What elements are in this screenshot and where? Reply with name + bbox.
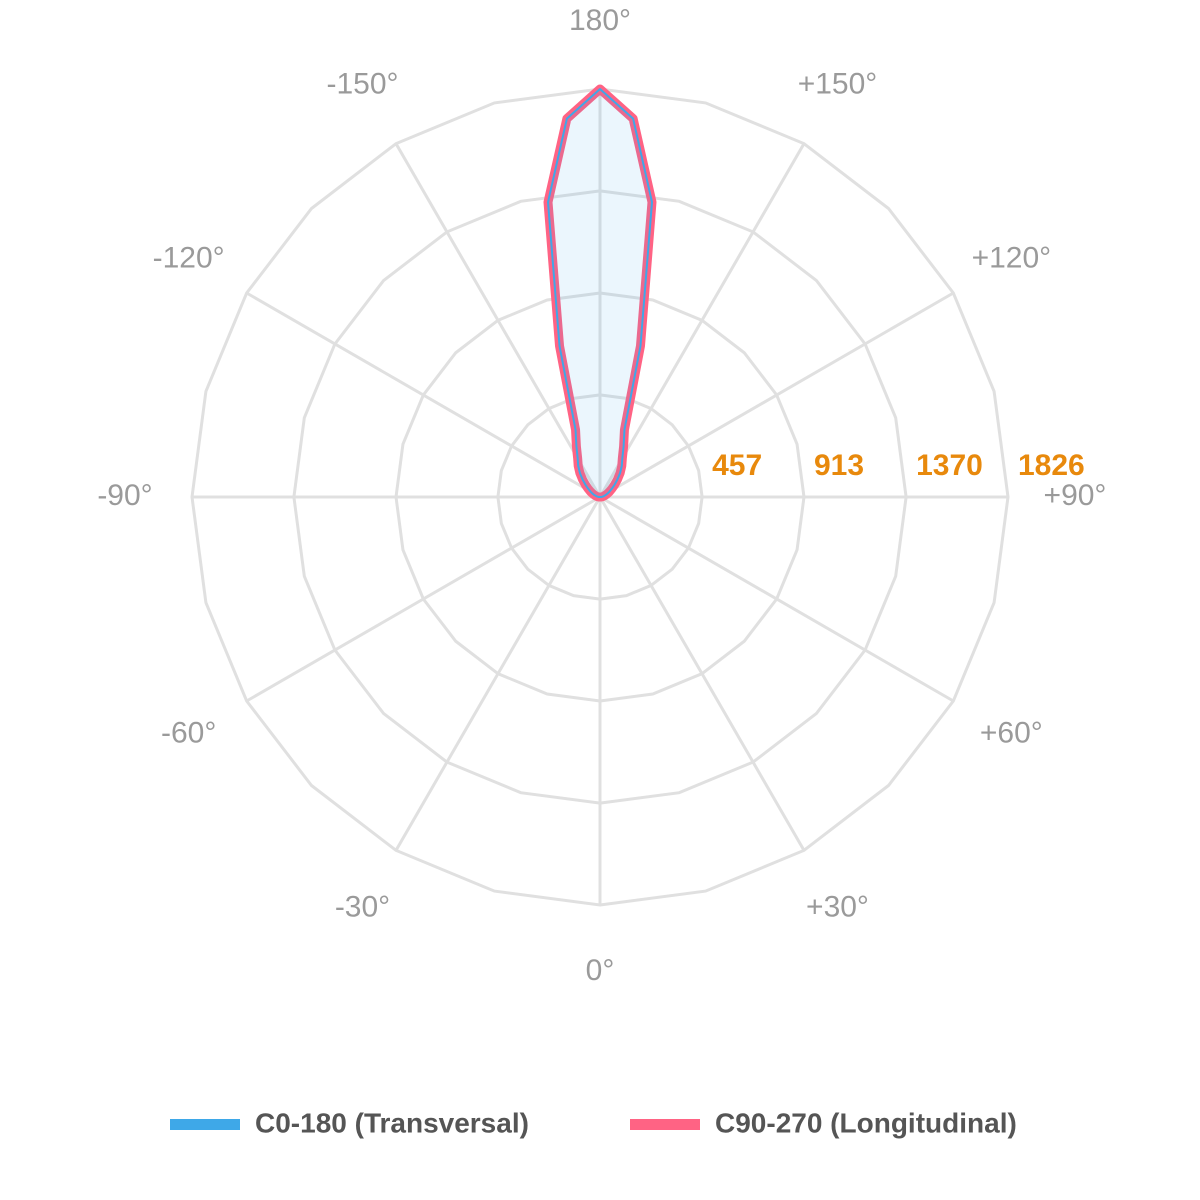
angle-tick-label: -60°: [161, 716, 216, 749]
plot: [543, 84, 657, 502]
grid-spoke: [599, 495, 955, 703]
angle-tick-label: -90°: [97, 479, 152, 512]
r-tick-label: 913: [814, 449, 864, 482]
angle-tick-label: +60°: [980, 716, 1043, 749]
grid-spoke: [245, 495, 601, 703]
angle-tick-label: -120°: [153, 241, 225, 274]
grid-spoke: [245, 291, 601, 499]
angle-tick-label: +90°: [1044, 479, 1107, 512]
r-tick-label: 1826: [1018, 449, 1085, 482]
grid-spoke: [598, 142, 806, 498]
series-line: [547, 88, 653, 498]
r-tick-label: 457: [712, 449, 762, 482]
grid-spoke: [598, 496, 806, 852]
angle-tick-label: 0°: [586, 954, 615, 987]
legend-swatch: [630, 1119, 700, 1130]
legend-swatch: [170, 1119, 240, 1130]
grid: [190, 87, 1010, 907]
angle-tick-label: -150°: [326, 68, 398, 101]
angle-tick-label: 180°: [569, 4, 631, 37]
legend: C0-180 (Transversal) C90-270 (Longitudina…: [170, 1107, 1017, 1138]
legend-label: C90-270 (Longitudinal): [715, 1107, 1017, 1138]
grid-spoke: [599, 291, 955, 499]
grid-spoke: [394, 142, 602, 498]
angle-tick-label: +30°: [806, 890, 869, 923]
angle-tick-label: -30°: [335, 890, 390, 923]
angle-tick-label: +120°: [972, 241, 1052, 274]
angle-tick-label: +150°: [798, 68, 878, 101]
grid-spoke: [394, 496, 602, 852]
r-tick-label: 1370: [916, 449, 983, 482]
legend-label: C0-180 (Transversal): [255, 1107, 529, 1138]
labels: 457 913 1370 1826 180° -150° -120° -90° -60° -30°…: [97, 4, 1106, 987]
